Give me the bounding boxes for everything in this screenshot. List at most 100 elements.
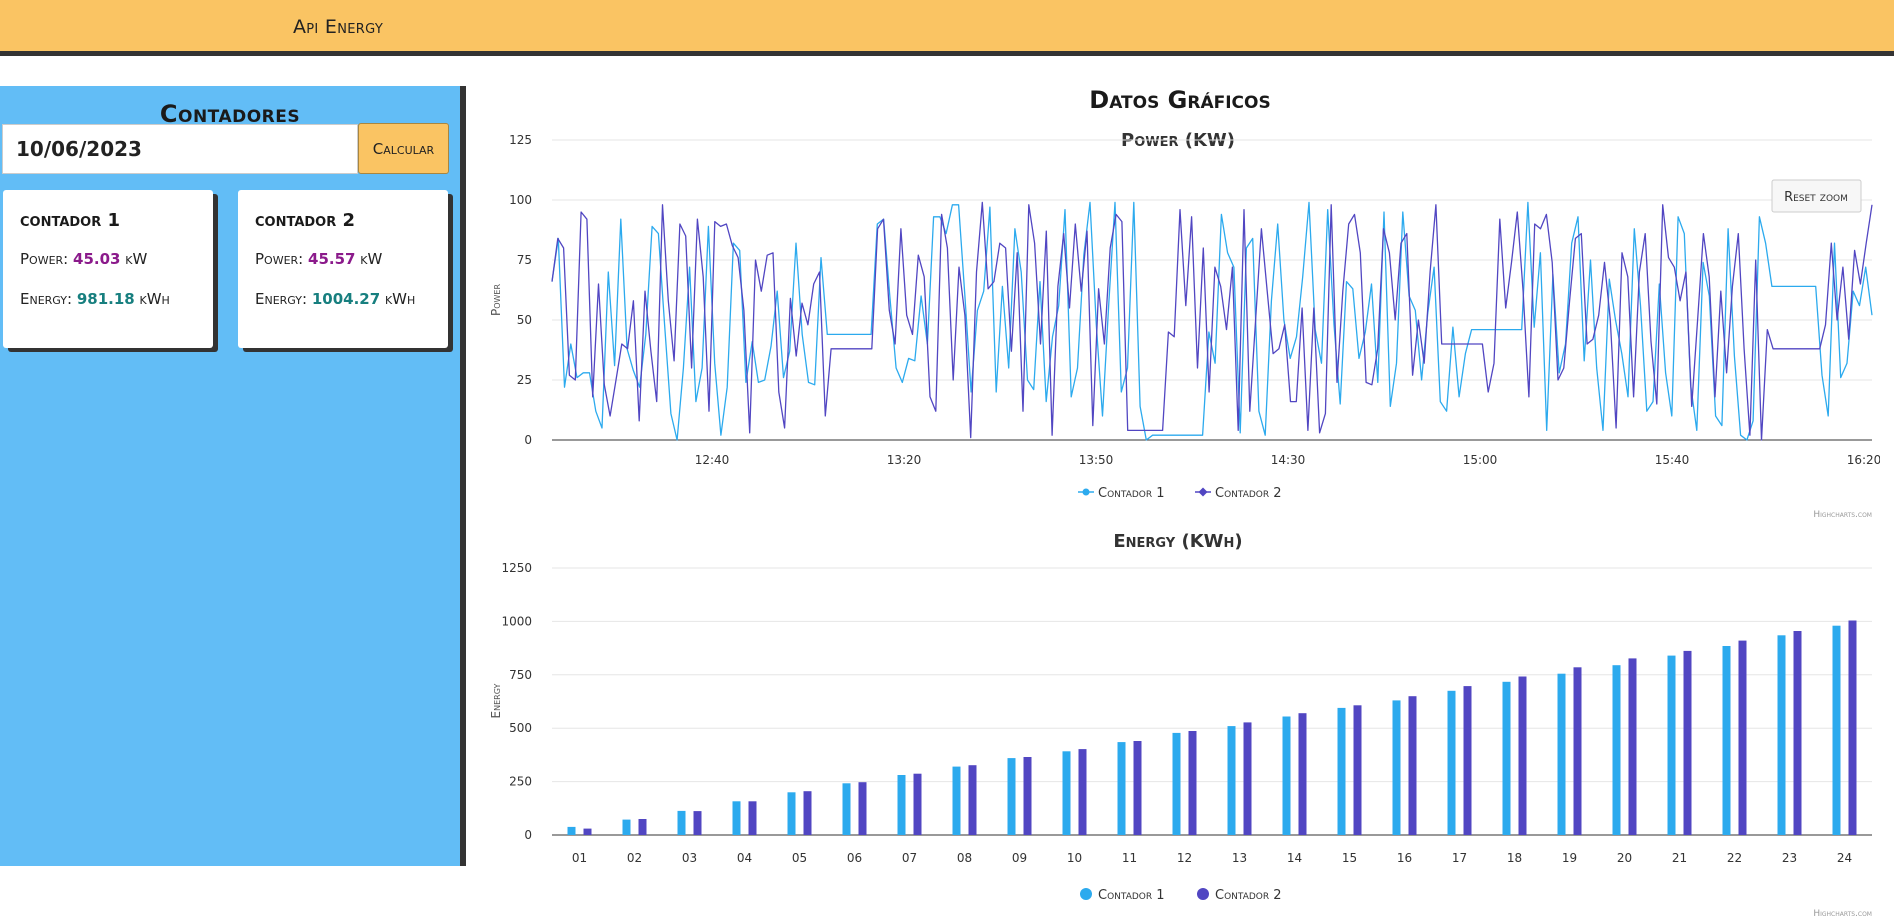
x-tick-label: 15	[1342, 851, 1357, 865]
bar-1	[1172, 732, 1181, 835]
x-tick-label: 18	[1507, 851, 1522, 865]
bar-1	[1227, 726, 1236, 835]
energy-unit: kWh	[139, 290, 170, 308]
y-tick-label: 25	[517, 373, 532, 387]
x-tick-label: 04	[737, 851, 752, 865]
bar-1	[1392, 700, 1401, 835]
bar-2	[1078, 749, 1087, 835]
calculate-button[interactable]: Calcular	[358, 123, 449, 174]
legend-label: Contador 2	[1215, 888, 1282, 903]
x-tick-label: 14	[1287, 851, 1302, 865]
x-tick-label: 16:20	[1847, 453, 1880, 467]
bar-2	[1848, 620, 1857, 835]
bar-1	[1337, 707, 1346, 835]
y-tick-label: 750	[509, 668, 532, 682]
power-unit: kW	[125, 250, 148, 268]
y-tick-label: 250	[509, 775, 532, 789]
y-tick-label: 500	[509, 721, 532, 735]
power-value: 45.57	[308, 250, 356, 268]
sidebar: Contadores Calcular contador 1 Power: 45…	[0, 86, 466, 866]
x-tick-label: 13	[1232, 851, 1247, 865]
y-tick-label: 50	[517, 313, 532, 327]
x-tick-label: 14:30	[1271, 453, 1306, 467]
top-navbar: Api Energy	[0, 0, 1894, 56]
meter-card-title: contador 2	[255, 210, 356, 231]
bar-1	[897, 775, 906, 835]
meter-card-1: contador 1 Power: 45.03 kW Energy: 981.1…	[3, 190, 213, 348]
bar-2	[1683, 650, 1692, 835]
energy-label: Energy:	[255, 290, 308, 308]
x-tick-label: 01	[572, 851, 587, 865]
chart-credit: Highcharts.com	[1813, 909, 1872, 919]
y-tick-label: 125	[509, 133, 532, 147]
legend-marker	[1082, 488, 1090, 496]
chart-title: Energy (KWh)	[1113, 531, 1242, 552]
meter-card-title: contador 1	[20, 210, 121, 231]
bar-2	[1738, 640, 1747, 835]
chart-credit: Highcharts.com	[1813, 510, 1872, 520]
legend-label: Contador 2	[1215, 486, 1282, 501]
bar-2	[803, 791, 812, 835]
bar-1	[1282, 716, 1291, 835]
date-input[interactable]	[2, 124, 358, 174]
legend-marker	[1080, 888, 1092, 900]
y-axis-label: Power	[489, 284, 503, 316]
bar-1	[842, 783, 851, 835]
y-tick-label: 0	[524, 828, 532, 842]
bar-1	[1447, 690, 1456, 835]
bar-1	[952, 766, 961, 835]
x-tick-label: 21	[1672, 851, 1687, 865]
energy-value: 1004.27	[311, 290, 381, 308]
brand-title[interactable]: Api Energy	[293, 16, 384, 38]
legend-label: Contador 1	[1098, 888, 1165, 903]
legend-marker	[1197, 888, 1209, 900]
bar-2	[1243, 722, 1252, 835]
bar-1	[567, 826, 576, 835]
energy-label: Energy:	[20, 290, 73, 308]
y-tick-label: 1250	[501, 561, 532, 575]
bar-1	[1007, 758, 1016, 835]
y-axis-label: Energy	[489, 683, 503, 718]
x-tick-label: 24	[1837, 851, 1852, 865]
reset-zoom-frame	[1771, 179, 1862, 213]
bar-1	[1062, 751, 1071, 835]
bar-2	[1298, 713, 1307, 835]
bar-2	[1573, 667, 1582, 835]
x-tick-label: 05	[792, 851, 807, 865]
x-tick-label: 20	[1617, 851, 1632, 865]
x-tick-label: 15:00	[1463, 453, 1498, 467]
x-tick-label: 07	[902, 851, 917, 865]
energy-bar-chart[interactable]: Energy (KWh) 0 250 500 750 1000 1250 Energy 01 02…	[480, 522, 1880, 921]
bar-2	[748, 801, 757, 835]
bar-2	[1133, 741, 1142, 835]
x-tick-label: 09	[1012, 851, 1027, 865]
x-tick-label: 23	[1782, 851, 1797, 865]
bar-2	[858, 782, 867, 835]
x-tick-label: 15:40	[1655, 453, 1690, 467]
power-label: Power:	[20, 250, 69, 268]
series-line-2	[551, 201, 1873, 441]
bar-1	[622, 819, 631, 835]
y-tick-label: 100	[509, 193, 532, 207]
bar-2	[1628, 658, 1637, 835]
bar-1	[1722, 646, 1731, 835]
y-tick-label: 0	[524, 433, 532, 447]
x-tick-label: 02	[627, 851, 642, 865]
x-tick-label: 13:50	[1079, 453, 1114, 467]
bar-2	[693, 811, 702, 835]
reset-zoom-button[interactable]: Reset zoom	[1771, 179, 1862, 213]
meter-card-2: contador 2 Power: 45.57 kW Energy: 1004.…	[238, 190, 448, 348]
bar-2	[913, 773, 922, 835]
energy-value: 981.18	[76, 290, 135, 308]
legend-label: Contador 1	[1098, 486, 1165, 501]
bar-2	[1518, 676, 1527, 835]
bar-2	[1353, 705, 1362, 835]
bar-2	[638, 819, 647, 835]
energy-reading: Energy: 981.18 kWh	[20, 290, 170, 308]
legend-item: Contador 2	[1195, 486, 1282, 501]
bar-2	[583, 828, 592, 835]
bar-2	[1023, 757, 1032, 835]
charts-section-title: Datos Gráficos	[1089, 86, 1271, 114]
bar-1	[1832, 625, 1841, 835]
